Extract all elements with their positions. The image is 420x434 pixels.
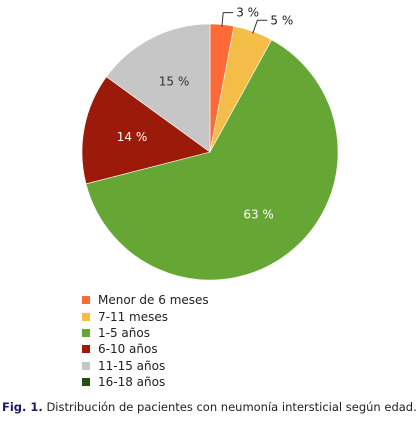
legend-label: 11-15 años: [98, 358, 166, 373]
slice-label-7-11-meses: 5 %: [270, 13, 293, 27]
pie-slices: [81, 23, 339, 281]
legend-swatch: [82, 312, 90, 321]
legend-item-16-18-anos: 16-18 años: [82, 374, 209, 390]
caption-label: Fig. 1.: [2, 400, 43, 414]
slice-label-6-10-anos: 14 %: [117, 130, 148, 144]
slice-11-15-anos: [106, 23, 211, 153]
leader-line-menor-de-6-meses: [221, 12, 234, 27]
legend-item-1-5-anos: 1-5 años: [82, 325, 209, 341]
legend-label: 16-18 años: [98, 375, 166, 390]
leader-lines: [221, 12, 268, 34]
figure-caption: Fig. 1. Distribución de pacientes con ne…: [2, 399, 418, 415]
legend-label: 7-11 meses: [98, 309, 169, 324]
slice-label-1-5-anos: 63 %: [243, 208, 274, 222]
slice-1-5-anos: [85, 39, 339, 281]
legend-swatch: [82, 345, 90, 354]
legend: Menor de 6 meses 7-11 meses 1-5 años 6-10 a…: [82, 292, 209, 390]
legend-label: Menor de 6 meses: [98, 293, 209, 308]
slice-labels: 3 % 5 % 63 % 14 % 15 %: [117, 6, 294, 222]
legend-swatch: [82, 378, 90, 387]
pie-chart: 3 % 5 % 63 % 14 % 15 %: [81, 6, 339, 281]
legend-item-7-11-meses: 7-11 meses: [82, 308, 209, 324]
slice-label-menor-de-6-meses: 3 %: [236, 6, 259, 20]
legend-swatch: [82, 296, 90, 305]
legend-item-6-10-anos: 6-10 años: [82, 341, 209, 357]
caption-text: Distribución de pacientes con neumonía i…: [46, 400, 417, 414]
legend-swatch: [82, 361, 90, 370]
legend-item-11-15-anos: 11-15 años: [82, 358, 209, 374]
legend-swatch: [82, 328, 90, 337]
slice-6-10-anos: [81, 76, 211, 185]
slice-label-11-15-anos: 15 %: [159, 74, 190, 88]
leader-line-7-11-meses: [252, 19, 268, 34]
legend-label: 6-10 años: [98, 342, 158, 357]
legend-label: 1-5 años: [98, 325, 150, 340]
legend-item-menor-de-6-meses: Menor de 6 meses: [82, 292, 209, 308]
